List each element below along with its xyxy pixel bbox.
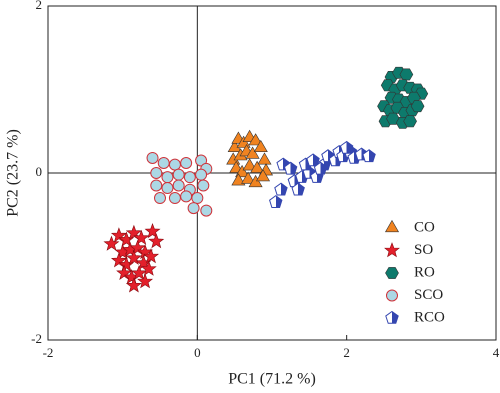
point [125, 224, 142, 240]
legend-marker [384, 219, 400, 233]
point [116, 264, 133, 281]
point [291, 182, 305, 196]
x-tick-label: 2 [343, 345, 350, 360]
point [306, 153, 320, 167]
point [172, 168, 185, 181]
legend-label: SO [414, 242, 433, 258]
point [125, 277, 142, 293]
point [245, 146, 260, 159]
point [250, 160, 265, 173]
point [313, 161, 328, 175]
point [148, 233, 165, 249]
point [150, 167, 163, 179]
point [168, 158, 181, 171]
point [183, 171, 196, 184]
point [241, 171, 256, 184]
point [231, 173, 246, 186]
point [161, 171, 174, 184]
legend-marker [385, 310, 399, 324]
legend-label: RO [414, 264, 435, 280]
x-axis-title: PC1 (71.2 %) [228, 371, 316, 388]
point [362, 149, 376, 163]
legend-marker [386, 289, 398, 302]
point [195, 168, 208, 181]
point [144, 223, 161, 239]
point [403, 115, 417, 128]
point [197, 179, 210, 192]
point [168, 192, 181, 205]
legend-label: CO [414, 219, 435, 235]
point [235, 164, 250, 178]
legend-marker [384, 242, 400, 258]
y-tick-label: -2 [31, 331, 42, 346]
point [248, 133, 263, 146]
point [161, 182, 174, 195]
x-tick-label: 4 [493, 345, 500, 360]
point [283, 161, 298, 175]
point [143, 248, 160, 264]
point [187, 202, 200, 215]
point [137, 273, 154, 289]
point [133, 229, 150, 245]
point [274, 182, 288, 196]
point [410, 100, 425, 113]
point [125, 249, 142, 265]
point [110, 252, 127, 268]
point [157, 156, 170, 169]
y-axis-title: PC2 (23.7 %) [5, 129, 22, 217]
point [200, 204, 213, 217]
y-tick-label: 0 [36, 164, 43, 179]
x-tick-label: -2 [43, 345, 54, 360]
point [255, 169, 271, 182]
point [191, 192, 204, 205]
legend-label: SCO [414, 287, 443, 303]
point [253, 139, 268, 152]
point [150, 179, 163, 192]
point [140, 260, 157, 276]
point [154, 192, 166, 205]
point [180, 156, 193, 169]
point [146, 151, 159, 164]
point [103, 235, 120, 251]
point [110, 227, 127, 243]
y-tick-label: 2 [36, 0, 43, 12]
point [180, 190, 193, 203]
point [172, 179, 185, 192]
point [386, 112, 400, 125]
point [257, 152, 272, 165]
x-tick-label: 0 [194, 345, 201, 360]
point [131, 264, 148, 281]
legend-marker [385, 267, 399, 279]
point [399, 68, 414, 81]
point [242, 158, 257, 171]
point [269, 195, 283, 208]
point [339, 140, 354, 154]
legend-label: RCO [414, 309, 445, 325]
point [129, 239, 146, 255]
